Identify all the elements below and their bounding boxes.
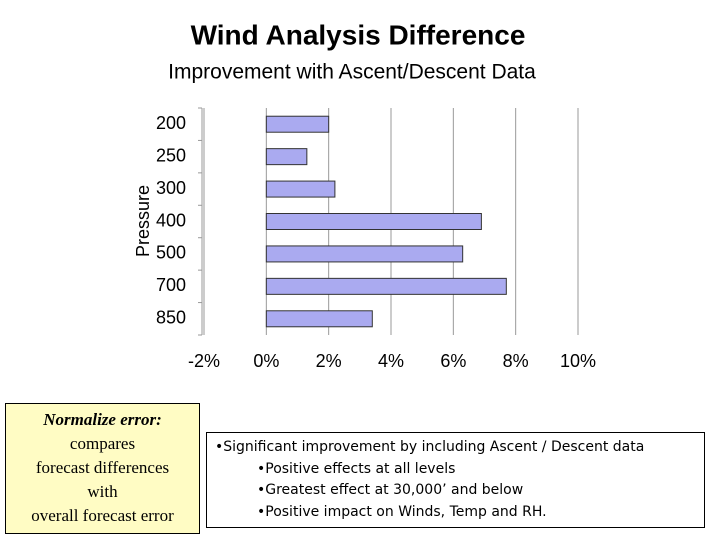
x-tick-label: 10%: [560, 351, 596, 371]
note-line: compares: [69, 434, 136, 453]
x-tick-label: 4%: [378, 351, 404, 371]
x-tick-label: 6%: [440, 351, 466, 371]
x-tick-label: 8%: [503, 351, 529, 371]
y-tick-label: 250: [156, 145, 186, 165]
y-tick-label: 700: [156, 275, 186, 295]
y-tick-label: 850: [156, 308, 186, 328]
bullet-line: •Positive effects at all levels: [257, 460, 456, 477]
bullets-box: •Significant improvement by including As…: [206, 432, 705, 528]
y-tick-label: 300: [156, 178, 186, 198]
note-box: Normalize error: compares forecast differ…: [5, 403, 200, 534]
y-tick-label: 500: [156, 243, 186, 263]
y-tick-label: 200: [156, 113, 186, 133]
note-heading: Normalize error:: [43, 410, 162, 429]
x-tick-label: 0%: [253, 351, 279, 371]
bar: [265, 245, 464, 263]
note-line: overall forecast error: [31, 506, 174, 525]
bar: [265, 115, 330, 133]
bullet-line: •Positive impact on Winds, Temp and RH.: [257, 503, 547, 520]
bar: [265, 148, 308, 166]
chart-subtitle: Improvement with Ascent/Descent Data: [168, 61, 536, 84]
y-axis-label: Pressure: [133, 185, 153, 257]
bar: [265, 277, 507, 295]
x-tick-label: -2%: [188, 351, 220, 371]
note-line: with: [87, 482, 118, 501]
bullet-line: •Greatest effect at 30,000’ and below: [257, 482, 524, 498]
bar: [265, 180, 336, 198]
chart-title: Wind Analysis Difference: [191, 19, 526, 50]
note-line: forecast differences: [35, 458, 170, 477]
bar: [265, 213, 482, 230]
bar: [265, 310, 373, 328]
x-tick-label: 2%: [316, 351, 342, 371]
y-tick-label: 400: [156, 210, 186, 230]
chart: Wind Analysis Difference Improvement wit…: [133, 19, 596, 371]
bullet-line: •Significant improvement by including As…: [215, 439, 645, 455]
